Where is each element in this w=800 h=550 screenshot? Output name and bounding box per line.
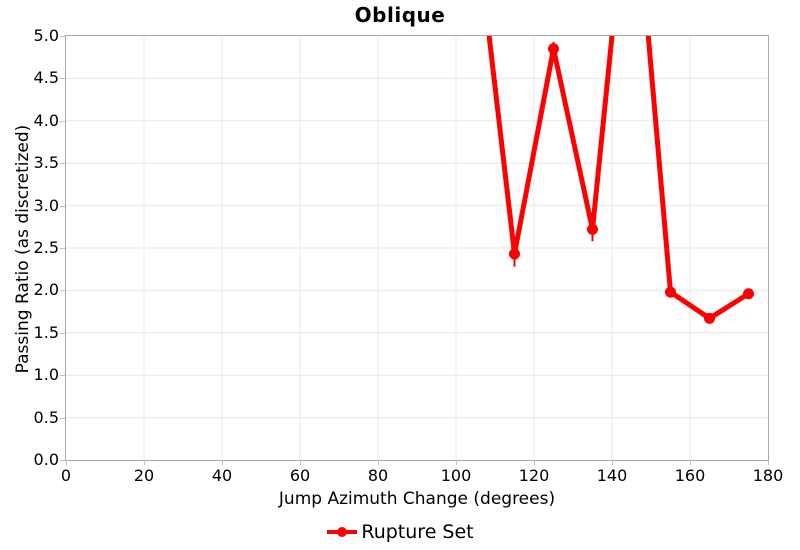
x-tick-label: 20 — [133, 466, 155, 485]
x-tick-label: 0 — [60, 466, 72, 485]
x-tick-label: 180 — [752, 466, 784, 485]
y-tick-mark — [60, 375, 65, 377]
x-tick-mark — [66, 460, 67, 465]
x-tick-mark — [534, 460, 535, 465]
x-tick-mark — [222, 460, 223, 465]
x-axis-label: Jump Azimuth Change (degrees) — [278, 489, 556, 509]
x-tick-label: 80 — [367, 466, 389, 485]
legend-label: Rupture Set — [361, 521, 474, 543]
y-tick-label: 2.0 — [33, 280, 59, 300]
y-tick-label: 1.0 — [33, 365, 59, 385]
y-tick-label: 0.5 — [33, 407, 59, 427]
data-point-marker — [743, 288, 754, 300]
y-tick-mark — [60, 120, 65, 122]
legend-line-marker-icon — [327, 527, 358, 537]
y-tick-label: 3.5 — [33, 153, 59, 173]
y-tick-mark — [60, 417, 65, 419]
y-tick-mark — [60, 290, 65, 292]
x-tick-mark — [456, 460, 457, 465]
x-tick-label: 100 — [440, 466, 472, 485]
y-tick-label: 5.0 — [33, 26, 59, 45]
y-tick-mark — [60, 205, 65, 207]
y-tick-mark — [60, 78, 65, 80]
y-tick-label: 3.0 — [33, 195, 59, 215]
data-point-marker — [665, 286, 676, 298]
y-tick-mark — [60, 163, 65, 165]
x-tick-mark — [612, 460, 613, 465]
x-tick-mark — [300, 460, 301, 465]
data-point-marker — [587, 223, 598, 235]
x-tick-mark — [768, 460, 769, 465]
y-axis-label: Passing Ratio (as discretized) — [13, 124, 33, 374]
x-tick-label: 60 — [289, 466, 311, 485]
data-point-marker — [509, 248, 520, 260]
y-tick-label: 1.5 — [33, 322, 59, 342]
y-tick-mark — [60, 248, 65, 249]
y-tick-mark — [60, 36, 65, 37]
y-tick-mark — [60, 332, 65, 334]
y-tick-mark — [60, 460, 65, 461]
x-tick-label: 120 — [518, 466, 550, 485]
x-tick-mark — [144, 460, 145, 465]
x-tick-label: 40 — [211, 466, 233, 485]
plot-area — [65, 35, 769, 461]
data-point-marker — [704, 312, 715, 324]
chart-title: Oblique — [354, 3, 446, 27]
legend: Rupture Set — [0, 517, 800, 547]
x-tick-mark — [690, 460, 691, 465]
x-tick-mark — [378, 460, 379, 465]
y-tick-label: 4.0 — [33, 110, 59, 130]
data-line — [486, 36, 751, 321]
data-point-marker — [548, 43, 559, 55]
y-tick-label: 4.5 — [33, 68, 59, 88]
plot-canvas — [66, 36, 768, 460]
x-tick-label: 140 — [596, 466, 628, 485]
y-tick-label: 0.0 — [33, 450, 59, 469]
y-tick-label: 2.5 — [33, 238, 59, 257]
x-tick-label: 160 — [674, 466, 706, 485]
